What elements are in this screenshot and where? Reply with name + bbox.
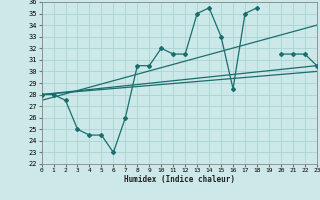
X-axis label: Humidex (Indice chaleur): Humidex (Indice chaleur) [124,175,235,184]
